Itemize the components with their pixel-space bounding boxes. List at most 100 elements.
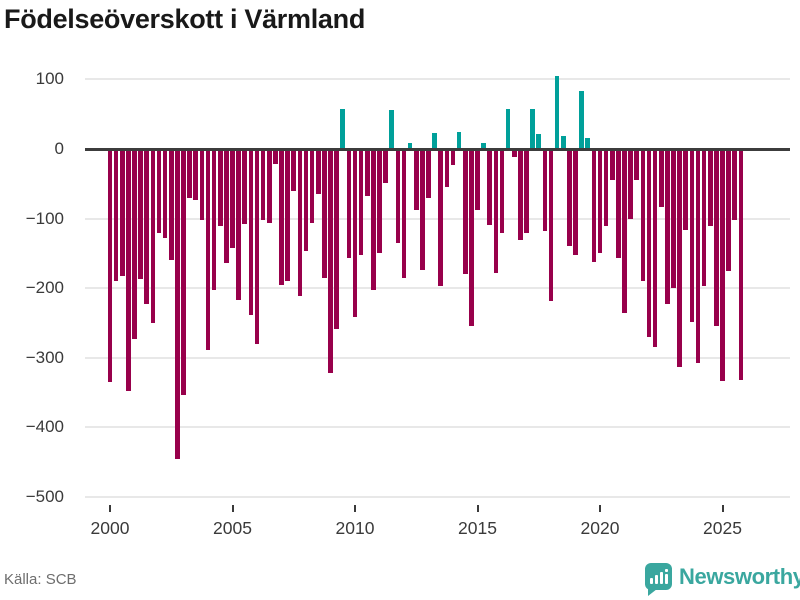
bar <box>315 149 321 195</box>
bar <box>585 137 591 149</box>
bar <box>658 149 664 207</box>
gridline--300 <box>85 356 790 359</box>
bar <box>530 108 535 149</box>
bar <box>671 149 676 289</box>
bar <box>420 149 425 271</box>
bar <box>481 143 486 149</box>
bar <box>628 149 633 219</box>
bar <box>536 133 542 149</box>
gridline-100 <box>85 78 790 81</box>
bar <box>707 149 713 227</box>
logo-bar-3 <box>659 572 663 584</box>
bar <box>383 149 388 184</box>
bar <box>646 149 652 337</box>
bar <box>377 149 382 254</box>
bar <box>511 149 517 158</box>
bar-chart-speech-bubble-icon <box>645 563 672 596</box>
bar <box>328 149 333 374</box>
x-axis-label: 2000 <box>90 518 130 538</box>
logo-exclamation <box>664 569 668 584</box>
bar <box>340 109 346 149</box>
bar <box>199 149 205 220</box>
bar <box>107 149 113 383</box>
bar <box>260 149 266 220</box>
bar <box>622 149 627 314</box>
bar <box>573 149 578 256</box>
y-axis-label: −300 <box>25 347 64 367</box>
bar <box>407 143 413 149</box>
bar <box>493 149 499 273</box>
bar <box>291 149 297 192</box>
bar <box>266 149 272 223</box>
bar <box>242 149 248 225</box>
bar <box>444 149 450 187</box>
bar <box>432 132 437 149</box>
bar <box>224 149 229 264</box>
x-axis-tick <box>599 505 601 512</box>
bar <box>720 149 725 382</box>
bar <box>401 149 407 279</box>
bar <box>126 149 131 391</box>
bar <box>597 149 603 254</box>
bar <box>518 149 523 241</box>
bar <box>732 149 738 220</box>
gridline--100 <box>85 217 790 220</box>
bar <box>524 149 529 233</box>
gridline--400 <box>85 426 790 429</box>
bar <box>309 149 315 224</box>
bar <box>591 149 597 263</box>
bar <box>138 149 143 280</box>
bar <box>334 149 339 329</box>
x-axis-tick <box>476 505 479 512</box>
bar <box>285 149 290 281</box>
bar <box>248 149 254 315</box>
bar <box>181 149 186 395</box>
y-axis-label: −200 <box>25 278 64 298</box>
bar <box>701 149 707 287</box>
bar <box>609 149 615 180</box>
bar <box>175 149 180 459</box>
bar <box>438 149 444 287</box>
logo-exclamation-bar <box>664 574 668 584</box>
bar <box>236 149 241 301</box>
y-axis-label: −400 <box>25 417 64 437</box>
bar <box>162 149 168 239</box>
bar <box>665 149 670 304</box>
bar <box>303 149 309 251</box>
bar <box>695 149 701 364</box>
bar <box>413 149 419 210</box>
bar <box>475 149 480 210</box>
bar <box>677 149 682 367</box>
x-axis-label: 2015 <box>458 518 497 538</box>
bar <box>560 135 566 149</box>
bar <box>322 149 327 278</box>
y-axis-label: −500 <box>25 487 64 506</box>
bar <box>450 149 456 165</box>
brand-logo: Newsworthy <box>645 563 800 596</box>
bar <box>462 149 468 274</box>
x-axis-label: 2020 <box>580 518 620 538</box>
logo-bar-2 <box>654 575 658 584</box>
speech-bubble-tail <box>648 589 657 596</box>
bar <box>714 149 719 327</box>
bar <box>683 149 689 230</box>
bar <box>640 149 646 282</box>
source-label: Källa: SCB <box>4 571 77 588</box>
y-axis-label: 0 <box>54 139 64 158</box>
bar <box>389 110 395 149</box>
logo-bar-1 <box>649 578 653 584</box>
bar <box>187 149 192 199</box>
bar <box>144 149 150 304</box>
gridline--200 <box>85 287 790 290</box>
bar <box>113 149 119 282</box>
bar <box>297 149 303 296</box>
x-axis-tick <box>109 505 111 512</box>
bar <box>689 149 695 322</box>
x-axis-label: 2010 <box>335 518 375 538</box>
x-axis-label: 2005 <box>213 518 252 538</box>
bar <box>395 149 401 243</box>
bar <box>652 149 658 347</box>
bar <box>726 149 731 272</box>
bar <box>211 149 217 290</box>
